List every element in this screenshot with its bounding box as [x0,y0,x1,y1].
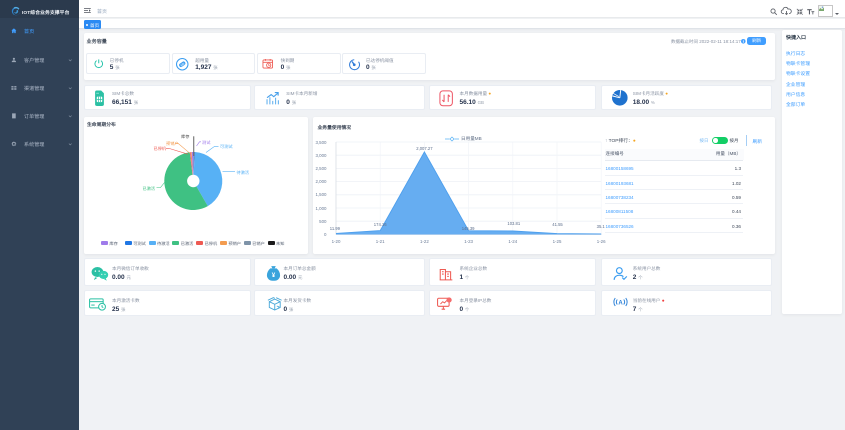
svg-text:¥: ¥ [272,272,276,279]
svg-text:A: A [618,301,623,307]
svg-text:MB: MB [180,61,186,67]
